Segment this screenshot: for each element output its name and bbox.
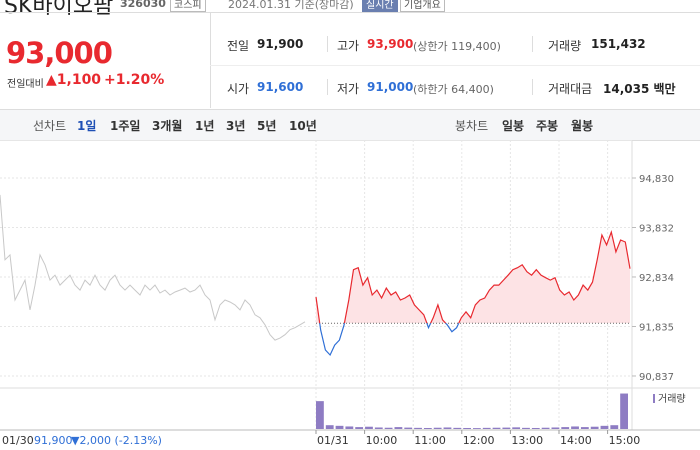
- period-tab[interactable]: 3개월: [152, 119, 183, 133]
- tab-bar: [0, 109, 700, 141]
- volume-bar: [590, 426, 599, 429]
- volume-bar: [620, 393, 628, 429]
- volume-bar: [355, 427, 364, 429]
- today-line-up: [315, 230, 631, 324]
- volume-bar: [316, 401, 324, 429]
- stat-value: 91,900: [257, 37, 304, 51]
- x-tick-label: 11:00: [414, 434, 446, 447]
- y-tick-label: 94,830: [639, 174, 674, 185]
- period-tab[interactable]: 10년: [289, 119, 317, 133]
- volume-bar: [531, 427, 540, 429]
- volume-bar: [414, 427, 422, 429]
- x-tick-label: 10:00: [366, 434, 398, 447]
- divider: [0, 12, 700, 13]
- stat-label: 전일: [227, 39, 250, 53]
- stat-label: 거래대금: [548, 82, 593, 96]
- divider: [532, 36, 533, 52]
- volume-bar: [443, 427, 452, 429]
- stat-value: 91,000: [367, 80, 414, 94]
- divider: [210, 65, 700, 66]
- volume-bar: [345, 426, 354, 429]
- period-tab[interactable]: 1주일: [110, 119, 141, 133]
- volume-bar: [492, 427, 501, 429]
- x-tick-label: 14:00: [560, 434, 592, 447]
- period-tab[interactable]: 5년: [257, 119, 277, 133]
- price-rate: +1.20%: [104, 72, 165, 88]
- candle-tab[interactable]: 일봉: [502, 119, 525, 133]
- x-tick-label: 15:00: [609, 434, 641, 447]
- stat-value: 91,600: [257, 80, 304, 94]
- volume-bar: [600, 425, 609, 429]
- volume-bar: [541, 427, 550, 429]
- prev-close: 91,900: [34, 434, 73, 447]
- prev-change: ▼2,000 (-2.13%): [71, 434, 162, 447]
- volume-bar: [394, 427, 403, 429]
- realtime-button[interactable]: 실시간: [362, 0, 398, 12]
- tab-group-label: 선차트: [33, 119, 67, 133]
- volume-bar: [473, 428, 481, 429]
- x-tick-label: 13:00: [511, 434, 543, 447]
- stat-label: 거래량: [548, 39, 582, 53]
- divider: [210, 13, 211, 108]
- period-tab[interactable]: 1년: [195, 119, 215, 133]
- y-tick-label: 93,832: [639, 223, 674, 234]
- period-tab[interactable]: 3년: [226, 119, 246, 133]
- divider: [327, 36, 328, 52]
- stock-name: SK바이오팜: [4, 0, 114, 19]
- volume-bar: [423, 427, 432, 429]
- x-tick-label: 01/31: [317, 434, 349, 447]
- today-area: [316, 232, 630, 324]
- current-price: 93,000: [6, 36, 113, 70]
- volume-bar: [453, 427, 462, 429]
- divider: [532, 79, 533, 95]
- market-badge: 코스피: [170, 0, 206, 12]
- volume-legend: 거래량: [658, 393, 686, 405]
- chart: 94,830 93,832 92,834 91,835 90,837 01/31 10:00…: [0, 140, 700, 447]
- volume-bar: [502, 427, 511, 429]
- volume-bar: [522, 427, 530, 429]
- divider: [327, 79, 328, 95]
- volume-bar: [482, 427, 491, 429]
- stock-code: 326030: [120, 0, 166, 10]
- volume-bar: [561, 427, 570, 429]
- previous-day-line: [0, 194, 306, 341]
- stat-note: (상한가 119,400): [413, 40, 501, 53]
- stat-label: 시가: [227, 82, 250, 96]
- volume-bar: [433, 427, 442, 429]
- volume-bar: [463, 427, 471, 429]
- volume-bar: [335, 425, 344, 429]
- volume-bar: [384, 427, 393, 429]
- volume-bar: [580, 427, 589, 429]
- volume-bar: [374, 427, 383, 429]
- volume-bar: [404, 427, 413, 429]
- stat-value: 14,035 백만: [603, 82, 676, 96]
- price-change: ▲1,100: [46, 72, 102, 88]
- volume-legend-swatch: [653, 394, 655, 403]
- company-dropdown[interactable]: 기업개요: [400, 0, 445, 12]
- period-tab[interactable]: 1일: [77, 119, 97, 133]
- base-date: 2024.01.31 기준(장마감): [228, 0, 354, 11]
- volume-bar: [551, 427, 560, 429]
- y-tick-label: 91,835: [639, 322, 674, 333]
- x-tick-label: 12:00: [463, 434, 495, 447]
- volume-bar: [365, 426, 373, 429]
- y-tick-label: 92,834: [639, 273, 674, 284]
- stat-label: 고가: [337, 39, 360, 53]
- candle-tab[interactable]: 월봉: [571, 119, 594, 133]
- stat-note: (하한가 64,400): [413, 83, 494, 96]
- volume-bar: [512, 427, 521, 429]
- tab-group-label: 봉차트: [455, 119, 489, 133]
- prev-date: 01/30: [2, 434, 34, 447]
- stat-value: 151,432: [591, 37, 646, 51]
- change-label: 전일대비: [7, 79, 44, 90]
- y-tick-label: 90,837: [639, 372, 674, 383]
- stat-label: 저가: [337, 82, 360, 96]
- candle-tab[interactable]: 주봉: [536, 119, 559, 133]
- volume-bar: [571, 426, 579, 429]
- stat-value: 93,900: [367, 37, 414, 51]
- volume-bar: [610, 425, 619, 429]
- volume-bar: [325, 425, 334, 429]
